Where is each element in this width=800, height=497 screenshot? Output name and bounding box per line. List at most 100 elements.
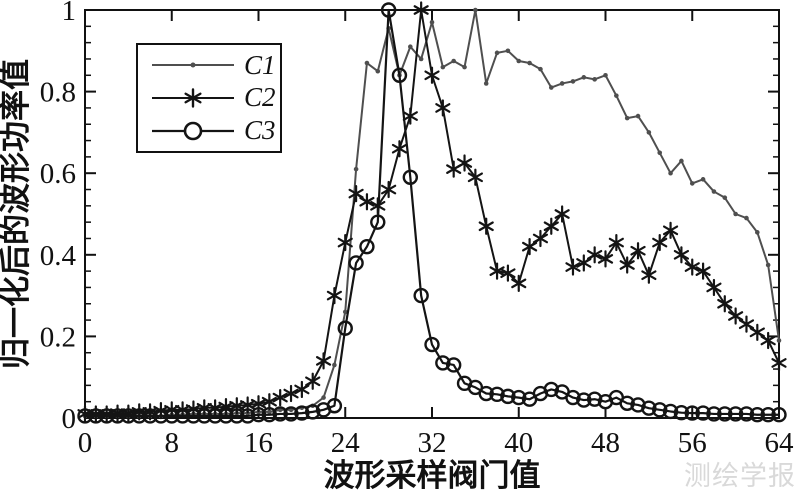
legend-asterisk-marker xyxy=(184,92,202,104)
series-C3-marker xyxy=(673,404,690,421)
series-C1-marker xyxy=(494,50,500,56)
series-C1-marker xyxy=(624,115,630,121)
series-C3-marker xyxy=(77,408,93,424)
series-C1-marker xyxy=(733,211,738,217)
series-C3-marker xyxy=(131,408,147,424)
series-C3-marker xyxy=(424,336,440,353)
x-tick-label: 48 xyxy=(591,427,620,459)
series-C3-marker xyxy=(706,406,722,422)
series-C1-marker xyxy=(538,66,543,72)
series-C1-marker xyxy=(408,44,413,50)
series-C1-marker xyxy=(353,166,359,172)
series-C3-marker xyxy=(478,385,494,402)
series-C2-marker xyxy=(597,250,614,268)
series-C3-marker xyxy=(229,408,245,424)
series-C3-marker xyxy=(153,408,169,424)
legend-item-c2: C2 xyxy=(150,83,280,113)
series-C1-marker xyxy=(440,64,446,70)
series-C3-marker xyxy=(543,381,559,398)
y-tick-label: 0.6 xyxy=(40,158,76,190)
series-C3-marker xyxy=(109,408,126,424)
series-C1-marker xyxy=(765,262,771,268)
series-C3-marker xyxy=(662,403,679,420)
series-C1-marker xyxy=(755,230,760,235)
series-C2-marker xyxy=(717,295,733,313)
series-C3-marker xyxy=(348,255,364,271)
series-C1-marker xyxy=(603,72,608,78)
series-C2-marker xyxy=(511,274,527,292)
series-C2-marker xyxy=(619,256,635,274)
series-C1-marker xyxy=(711,189,717,194)
series-C3-marker xyxy=(695,405,711,421)
series-C2-marker xyxy=(608,233,624,252)
series-C1-marker xyxy=(451,58,456,64)
series-C3-marker xyxy=(565,389,581,406)
series-C1-marker xyxy=(321,395,326,400)
series-C2-marker xyxy=(424,66,440,84)
series-C1-marker xyxy=(776,338,782,343)
series-C3-marker xyxy=(218,408,234,424)
series-C1-marker xyxy=(570,79,576,84)
series-C1-marker xyxy=(375,68,381,74)
series-C2-marker xyxy=(337,233,353,252)
watermark-text: 测绘学报 xyxy=(684,461,796,491)
x-tick-label: 16 xyxy=(244,427,273,459)
series-C3-marker xyxy=(98,408,115,424)
series-C1-marker xyxy=(429,19,435,25)
series-C1-marker xyxy=(516,58,522,64)
series-C3-marker xyxy=(380,2,397,18)
series-C3-marker xyxy=(370,214,386,230)
series-C2-marker xyxy=(695,262,711,280)
series-C2-marker xyxy=(467,168,483,186)
series-C3-marker xyxy=(174,408,191,424)
series-C2-marker xyxy=(521,238,538,256)
series-C1-marker xyxy=(592,77,597,82)
series-C2-marker xyxy=(391,140,408,158)
series-C2-marker xyxy=(326,287,343,305)
y-tick-label: 0.4 xyxy=(40,240,77,272)
series-C3-marker xyxy=(652,402,668,418)
series-C2-marker xyxy=(305,372,321,390)
y-tick-label: 0 xyxy=(62,403,77,435)
series-C3-marker xyxy=(359,238,375,255)
series-C2-marker xyxy=(446,160,462,178)
series-C1-marker xyxy=(548,85,554,90)
series-C3-marker xyxy=(337,320,353,336)
series-C2-marker xyxy=(684,258,700,276)
x-tick-label: 32 xyxy=(418,427,447,459)
x-tick-label: 8 xyxy=(165,427,180,459)
x-tick-label: 56 xyxy=(678,427,707,459)
series-C2-marker xyxy=(348,185,364,203)
series-C2-marker xyxy=(315,352,332,370)
series-C3-marker xyxy=(413,287,429,304)
series-C2-marker xyxy=(413,1,429,19)
series-C1-marker xyxy=(635,113,641,119)
series-C2-marker xyxy=(478,217,494,235)
series-C3-marker xyxy=(142,408,158,424)
series-C3-marker xyxy=(250,407,267,423)
series-C3-marker xyxy=(294,405,310,421)
series-C2-marker xyxy=(402,107,418,125)
series-C2-marker xyxy=(749,323,765,341)
series-C1-marker xyxy=(267,409,272,415)
series-C1-marker xyxy=(483,81,489,86)
series-C1-marker xyxy=(559,81,565,86)
legend-label-c2: C2 xyxy=(244,82,276,113)
series-C1-marker xyxy=(581,75,587,80)
series-C1-marker xyxy=(679,158,684,164)
x-axis-title: 波形采样阀门值 xyxy=(324,458,541,493)
series-C3-marker xyxy=(207,408,223,424)
series-C3-marker xyxy=(305,404,321,420)
series-C1-marker xyxy=(527,60,532,66)
y-tick-label: 0.2 xyxy=(40,321,76,353)
series-C2-marker xyxy=(543,217,559,235)
legend-item-c3: C3 xyxy=(150,116,280,146)
series-C2-marker xyxy=(272,389,288,407)
legend-line-c1-icon xyxy=(152,62,234,68)
series-C3-marker xyxy=(511,389,527,406)
series-C1-marker xyxy=(462,64,467,70)
series-C3-marker xyxy=(749,407,766,423)
series-C3-marker xyxy=(88,408,104,424)
series-C3-marker xyxy=(500,388,516,405)
